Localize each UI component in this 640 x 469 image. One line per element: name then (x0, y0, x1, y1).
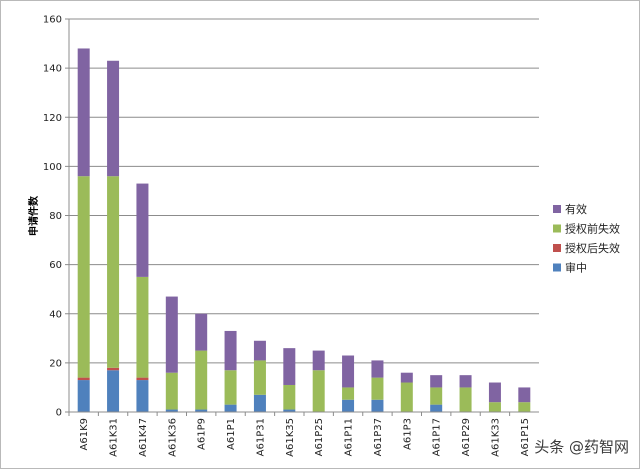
x-tick-label: A61P15 (520, 418, 531, 456)
legend-swatch (553, 224, 561, 233)
x-tick-label: A61P25 (314, 418, 325, 456)
legend-label: 授权后失效 (565, 241, 620, 255)
x-tick-label: A61P9 (197, 418, 208, 450)
bar-segment (77, 176, 90, 378)
x-tick-label: A61P17 (432, 418, 443, 456)
y-tick-label: 60 (49, 260, 62, 271)
bar-segment (371, 399, 384, 412)
bar-segment (312, 370, 325, 412)
bar-segment (518, 387, 531, 403)
x-tick-label: A61P3 (402, 418, 413, 450)
bar-segment (107, 176, 120, 368)
bar-segment (283, 348, 296, 385)
bar-segment (136, 377, 149, 381)
y-tick-label: 80 (49, 211, 62, 222)
bar-segment (488, 382, 501, 403)
y-tick-label: 160 (43, 15, 62, 26)
bar-segment (77, 48, 90, 177)
x-tick-label: A61P37 (373, 418, 384, 456)
bar-segment (107, 60, 120, 177)
bar-segment (165, 372, 178, 410)
bar-segment (136, 276, 149, 378)
y-tick-label: 0 (56, 408, 62, 419)
bar-segment (342, 399, 355, 412)
bar-segment (488, 402, 501, 412)
bar-segment (136, 183, 149, 277)
x-tick-label: A61P1 (226, 418, 237, 450)
x-tick-label: A61K33 (490, 418, 501, 457)
bar-segment (312, 350, 325, 371)
bar-segment (195, 350, 208, 410)
watermark-text: 头条 @药智网 (534, 438, 629, 456)
legend-label: 授权前失效 (565, 222, 620, 236)
y-tick-label: 20 (49, 358, 62, 369)
x-tick-label: A61K31 (109, 418, 120, 457)
legend-label: 有效 (565, 202, 587, 216)
x-tick-label: A61P31 (255, 418, 266, 456)
bar-segment (459, 387, 472, 412)
x-tick-label: A61P11 (344, 418, 355, 456)
bar-segment (224, 404, 237, 412)
x-axis-ticks: A61K9 A61K31 A61K47 A61K36 A61P9 A61P1 A61P31 A… (68, 412, 531, 457)
bar-segment (253, 340, 266, 361)
x-tick-label: A61P29 (461, 418, 472, 456)
bar-segment (371, 360, 384, 378)
bar-segment (342, 387, 355, 400)
bar-segment (195, 313, 208, 351)
bar-segment (107, 367, 120, 371)
bar-segment (283, 384, 296, 410)
y-axis-label: 申请件数 (27, 195, 40, 236)
y-axis-ticks: 0 20 40 60 80 100 120 140 160 (43, 15, 69, 419)
legend-swatch (553, 205, 561, 213)
bar-segment (195, 409, 208, 412)
legend-swatch (553, 263, 561, 272)
bar-segment (430, 404, 443, 412)
y-tick-label: 140 (43, 64, 62, 75)
bar-segment (400, 382, 413, 412)
bar-segment (400, 372, 413, 383)
x-tick-label: A61K47 (138, 418, 149, 457)
bar-segment (253, 394, 266, 412)
legend-label: 审中 (565, 261, 587, 275)
bar-segment (224, 330, 237, 371)
bar-segment (430, 387, 443, 405)
y-tick-label: 120 (43, 113, 62, 124)
bar-segment (430, 375, 443, 388)
bar-segment (342, 355, 355, 388)
bar-segment (107, 370, 120, 412)
bar-segment (459, 375, 472, 388)
x-tick-label: A61K35 (285, 418, 296, 457)
bar-segment (253, 360, 266, 395)
bar-segment (224, 370, 237, 405)
bars (77, 48, 531, 412)
y-tick-label: 100 (43, 162, 62, 173)
bar-segment (371, 377, 384, 400)
bar-segment (77, 380, 90, 412)
bar-segment (77, 377, 90, 381)
bar-segment (165, 296, 178, 373)
x-tick-label: A61K9 (79, 418, 90, 451)
bar-segment (165, 409, 178, 412)
bar-segment (136, 380, 149, 412)
x-tick-label: A61K36 (167, 418, 178, 457)
bar-segment (518, 402, 531, 412)
legend-swatch (553, 244, 561, 252)
y-tick-label: 40 (49, 309, 62, 320)
bar-segment (283, 409, 296, 412)
